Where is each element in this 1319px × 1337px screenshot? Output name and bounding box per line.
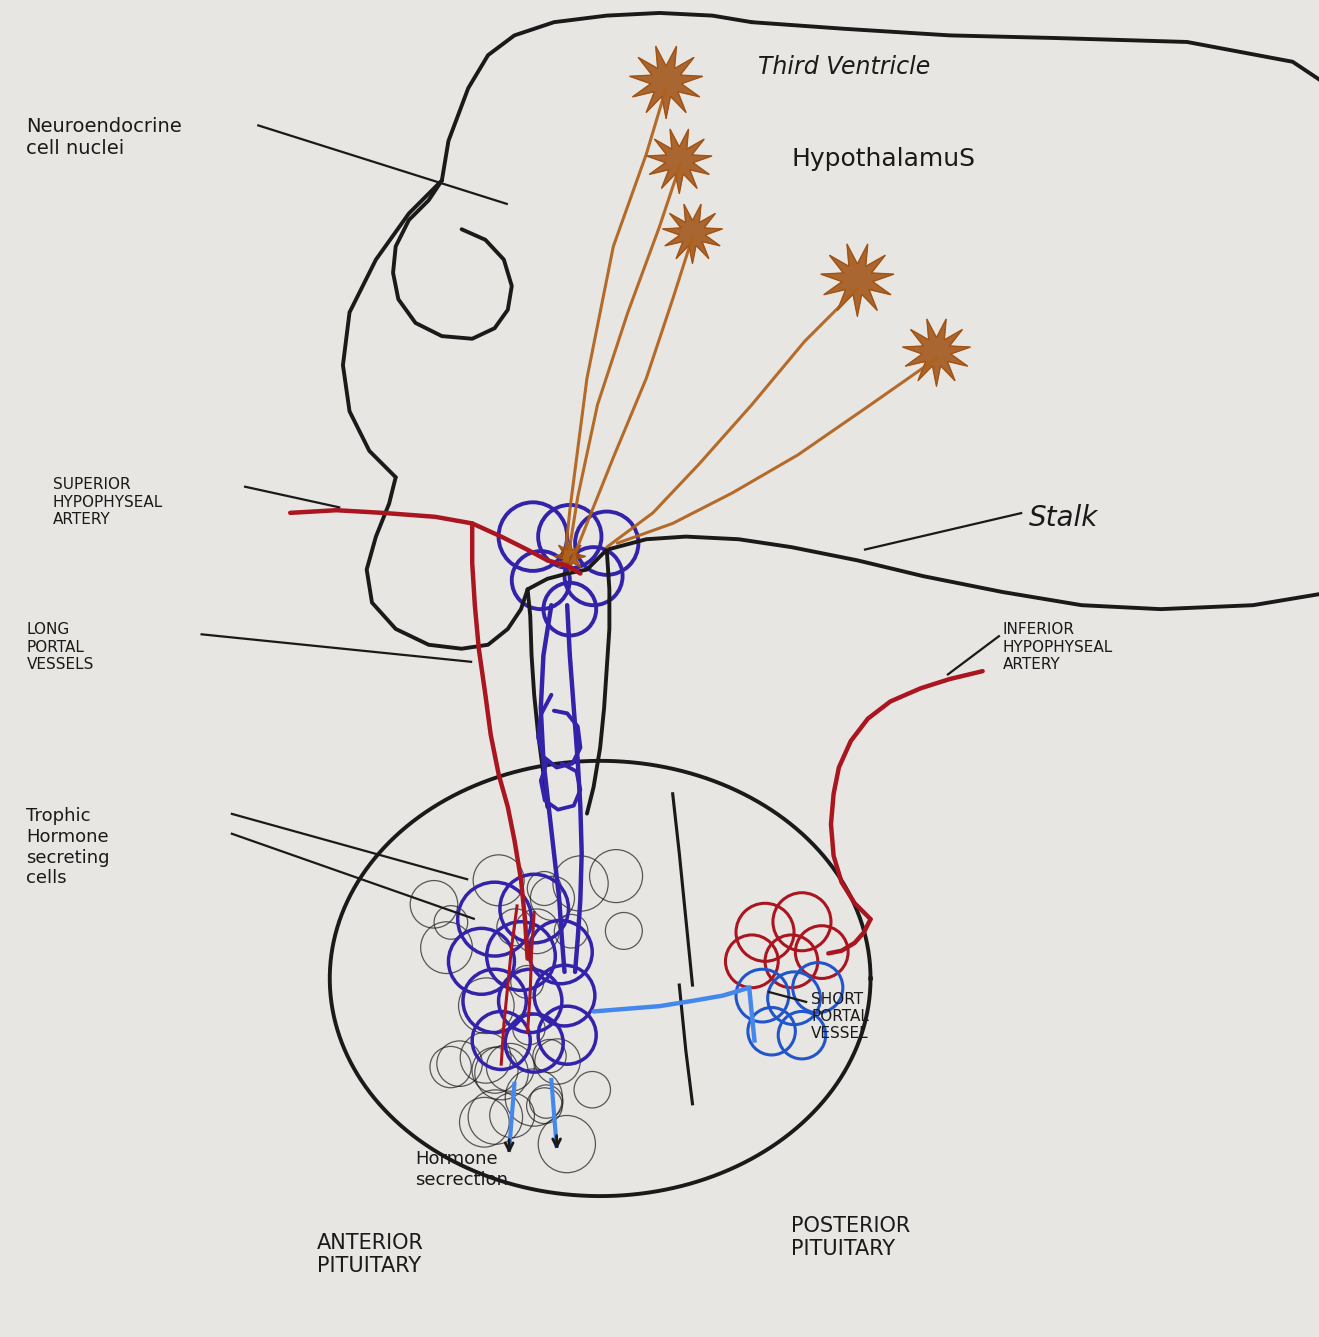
Polygon shape [902, 320, 971, 386]
Text: HypothalamuS: HypothalamuS [791, 147, 975, 171]
Polygon shape [820, 243, 894, 317]
Polygon shape [629, 45, 703, 119]
Text: SUPERIOR
HYPOPHYSEAL
ARTERY: SUPERIOR HYPOPHYSEAL ARTERY [53, 477, 164, 527]
Text: Hormone
secrection: Hormone secrection [415, 1150, 509, 1189]
Polygon shape [646, 130, 712, 194]
Text: INFERIOR
HYPOPHYSEAL
ARTERY: INFERIOR HYPOPHYSEAL ARTERY [1002, 622, 1113, 673]
Text: Neuroendocrine
cell nuclei: Neuroendocrine cell nuclei [26, 118, 182, 158]
Text: Stalk: Stalk [1029, 504, 1099, 532]
Text: Third Ventricle: Third Ventricle [758, 55, 931, 79]
Text: LONG
PORTAL
VESSELS: LONG PORTAL VESSELS [26, 622, 94, 673]
Text: SHORT
PORTAL
VESSEL: SHORT PORTAL VESSEL [811, 992, 869, 1042]
Text: ANTERIOR
PITUITARY: ANTERIOR PITUITARY [317, 1233, 423, 1277]
Polygon shape [662, 205, 723, 263]
Polygon shape [554, 540, 586, 572]
Text: POSTERIOR
PITUITARY: POSTERIOR PITUITARY [791, 1215, 910, 1259]
Text: Trophic
Hormone
secreting
cells: Trophic Hormone secreting cells [26, 808, 109, 888]
